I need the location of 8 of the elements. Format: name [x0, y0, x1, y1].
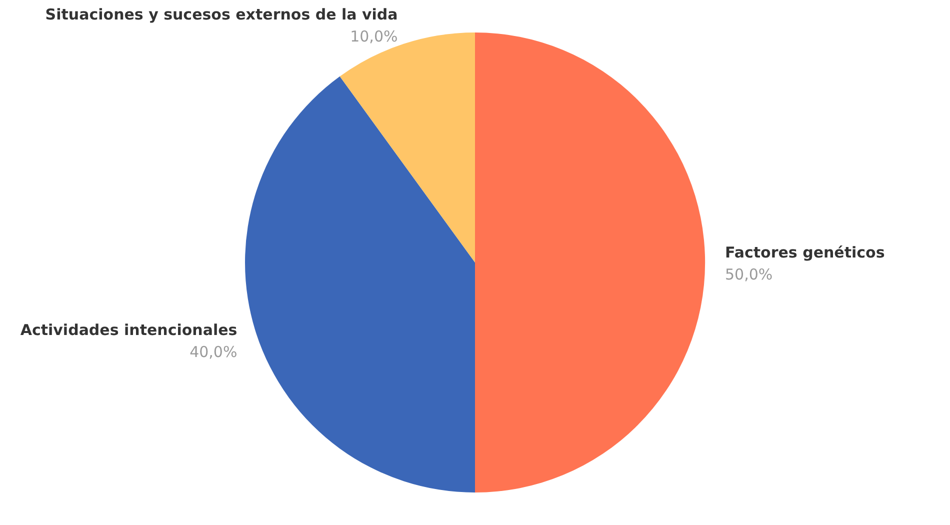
slice-label: Situaciones y sucesos externos de la vida [45, 6, 398, 24]
data-label: 40,0% [190, 342, 238, 361]
pie-slice [245, 76, 475, 492]
data-label: 10,0% [350, 28, 398, 46]
slice-label: Factores genéticos [725, 244, 885, 262]
data-label: 50,0% [725, 266, 773, 284]
slice-label: Actividades intencionales [20, 320, 238, 339]
pie-slice [475, 32, 705, 492]
